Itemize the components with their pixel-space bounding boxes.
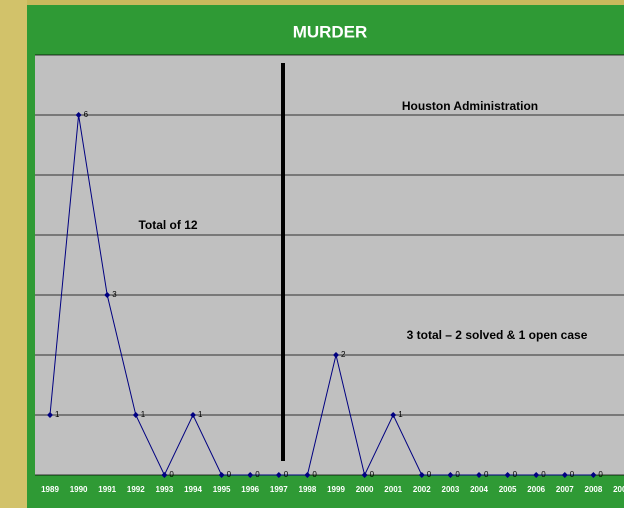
marker [275, 472, 282, 478]
marker [161, 472, 168, 478]
x-tick-label: 2009 [613, 485, 624, 494]
series-line [49, 114, 594, 477]
annotation: Total of 12 [138, 218, 197, 232]
x-tick-label: 2006 [527, 485, 545, 494]
plot-area [35, 55, 624, 475]
x-tick-label: 1996 [241, 485, 259, 494]
background-pattern [0, 0, 27, 508]
data-label: 0 [455, 470, 460, 479]
data-label: 1 [55, 410, 60, 419]
annotation: Houston Administration [402, 99, 538, 113]
data-label: 0 [570, 470, 575, 479]
data-label: 0 [541, 470, 546, 479]
data-label: 6 [84, 110, 89, 119]
marker [561, 472, 568, 478]
marker [447, 472, 454, 478]
data-label: 0 [513, 470, 518, 479]
data-label: 0 [484, 470, 489, 479]
data-label: 0 [598, 470, 603, 479]
marker [132, 412, 139, 418]
marker [75, 112, 82, 118]
x-tick-label: 2008 [585, 485, 603, 494]
marker [218, 472, 225, 478]
marker [418, 472, 425, 478]
chart-title: MURDER [293, 22, 368, 41]
marker [47, 412, 53, 418]
data-label: 0 [169, 470, 174, 479]
marker [361, 472, 368, 478]
x-tick-label: 1991 [98, 485, 116, 494]
annotation: 3 total – 2 solved & 1 open case [407, 328, 588, 342]
data-label: 0 [427, 470, 432, 479]
marker [533, 472, 540, 478]
x-tick-label: 1998 [299, 485, 317, 494]
x-tick-label: 1997 [270, 485, 288, 494]
x-tick-label: 2007 [556, 485, 574, 494]
data-label: 0 [255, 470, 260, 479]
marker [247, 472, 254, 478]
marker [504, 472, 511, 478]
data-label: 3 [112, 290, 117, 299]
marker [333, 352, 339, 358]
data-label: 1 [398, 410, 403, 419]
marker [590, 472, 597, 478]
data-label: 0 [370, 470, 375, 479]
marker [104, 292, 111, 298]
data-label: 0 [284, 470, 289, 479]
data-label: 0 [312, 470, 317, 479]
x-tick-label: 2001 [384, 485, 402, 494]
marker [190, 412, 196, 418]
x-tick-label: 1989 [41, 485, 59, 494]
x-tick-label: 1990 [70, 485, 88, 494]
data-label: 1 [198, 410, 203, 419]
marker [304, 472, 311, 478]
x-tick-label: 2000 [356, 485, 374, 494]
x-tick-label: 2005 [499, 485, 517, 494]
data-label: 1 [141, 410, 146, 419]
data-label: 2 [341, 350, 346, 359]
x-tick-label: 2004 [470, 485, 488, 494]
x-tick-label: 2003 [442, 485, 460, 494]
x-tick-label: 2002 [413, 485, 431, 494]
x-tick-label: 1995 [213, 485, 231, 494]
x-tick-label: 1994 [184, 485, 202, 494]
x-tick-label: 1992 [127, 485, 145, 494]
marker [390, 412, 397, 418]
x-tick-label: 1993 [156, 485, 174, 494]
data-label: 0 [227, 470, 232, 479]
marker [476, 472, 482, 478]
x-tick-label: 1999 [327, 485, 345, 494]
